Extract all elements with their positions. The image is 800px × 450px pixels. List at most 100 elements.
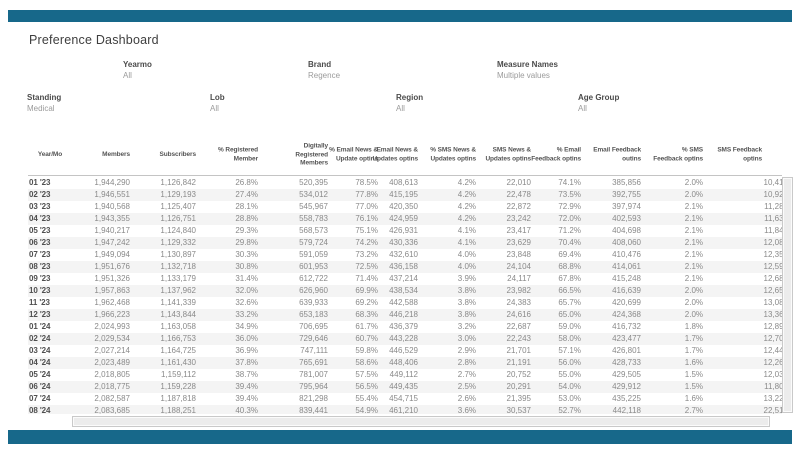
table-cell[interactable]: 31.4% <box>235 274 258 283</box>
table-cell[interactable]: 461,210 <box>389 406 418 414</box>
table-cell[interactable]: 78.5% <box>355 178 378 187</box>
table-cell[interactable]: 22,243 <box>506 334 531 343</box>
table-cell[interactable]: 30.3% <box>235 250 258 259</box>
table-cell[interactable]: 24,117 <box>507 274 531 283</box>
table-cell[interactable]: 1,164,725 <box>160 346 196 355</box>
table-cell[interactable]: 1,166,753 <box>160 334 196 343</box>
table-cell[interactable]: 12,083 <box>763 238 782 247</box>
table-cell[interactable]: 76.1% <box>355 214 378 223</box>
table-cell[interactable]: 4.1% <box>457 238 476 247</box>
table-cell[interactable]: 77.0% <box>355 202 378 211</box>
table-cell[interactable]: 2.1% <box>684 202 703 211</box>
table-cell[interactable]: 601,953 <box>299 262 328 271</box>
table-cell[interactable]: 1,129,332 <box>160 238 196 247</box>
filter-measure-names[interactable]: Measure Names Multiple values <box>497 60 558 81</box>
vertical-scrollbar[interactable] <box>782 177 793 413</box>
table-cell[interactable]: 1.5% <box>684 382 703 391</box>
table-cell[interactable]: 39.4% <box>235 382 258 391</box>
column-header[interactable]: % SMS Feedback optins <box>643 135 705 175</box>
table-cell[interactable]: 21,395 <box>506 394 531 403</box>
column-header[interactable]: % SMS News & Updates optins <box>420 135 478 175</box>
table-cell[interactable]: 448,406 <box>389 358 418 367</box>
table-cell[interactable]: 420,350 <box>389 202 418 211</box>
row-label[interactable]: 10 '23 <box>29 286 51 295</box>
row-label[interactable]: 02 '23 <box>29 190 51 199</box>
table-cell[interactable]: 795,964 <box>299 382 328 391</box>
table-cell[interactable]: 12,036 <box>763 370 782 379</box>
table-cell[interactable]: 11,802 <box>764 382 782 391</box>
table-cell[interactable]: 438,534 <box>389 286 418 295</box>
table-cell[interactable]: 24,104 <box>506 262 531 271</box>
table-cell[interactable]: 558,783 <box>299 214 328 223</box>
filter-value[interactable]: All <box>396 104 405 113</box>
filter-value[interactable]: All <box>210 104 219 113</box>
table-cell[interactable]: 66.5% <box>558 286 581 295</box>
table-cell[interactable]: 69.4% <box>558 250 581 259</box>
table-cell[interactable]: 21,701 <box>506 346 531 355</box>
table-cell[interactable]: 729,646 <box>299 334 328 343</box>
table-cell[interactable]: 34.9% <box>235 322 258 331</box>
table-cell[interactable]: 1,143,844 <box>160 310 196 319</box>
table-cell[interactable]: 69.2% <box>355 298 378 307</box>
table-cell[interactable]: 22,010 <box>506 178 531 187</box>
table-cell[interactable]: 67.8% <box>558 274 581 283</box>
table-cell[interactable]: 4.0% <box>457 262 476 271</box>
table-cell[interactable]: 39.4% <box>235 394 258 403</box>
table-cell[interactable]: 12,653 <box>763 286 782 295</box>
table-cell[interactable]: 57.5% <box>355 370 378 379</box>
table-cell[interactable]: 1,125,407 <box>160 202 196 211</box>
table-cell[interactable]: 429,912 <box>612 382 641 391</box>
table-cell[interactable]: 3.6% <box>457 406 476 414</box>
table-cell[interactable]: 28.8% <box>235 214 258 223</box>
table-cell[interactable]: 2.1% <box>684 226 703 235</box>
table-cell[interactable]: 449,112 <box>389 370 418 379</box>
column-header[interactable]: Subscribers <box>132 135 198 175</box>
table-cell[interactable]: 61.7% <box>355 322 378 331</box>
table-cell[interactable]: 74.1% <box>558 178 581 187</box>
table-cell[interactable]: 3.8% <box>457 286 476 295</box>
table-cell[interactable]: 32.6% <box>235 298 258 307</box>
table-cell[interactable]: 1,962,468 <box>94 298 130 307</box>
table-cell[interactable]: 1,159,228 <box>160 382 196 391</box>
table-cell[interactable]: 423,477 <box>612 334 641 343</box>
table-cell[interactable]: 53.0% <box>558 394 581 403</box>
table-cell[interactable]: 71.4% <box>355 274 378 283</box>
filter-brand[interactable]: Brand Regence <box>308 60 340 81</box>
table-cell[interactable]: 1,946,551 <box>94 190 130 199</box>
table-cell[interactable]: 23,242 <box>506 214 531 223</box>
table-cell[interactable]: 59.0% <box>558 322 581 331</box>
table-cell[interactable]: 415,248 <box>612 274 641 283</box>
table-cell[interactable]: 591,059 <box>299 250 328 259</box>
table-cell[interactable]: 22,687 <box>506 322 531 331</box>
table-cell[interactable]: 579,724 <box>299 238 328 247</box>
table-cell[interactable]: 1,957,863 <box>94 286 130 295</box>
table-cell[interactable]: 29.3% <box>235 226 258 235</box>
table-cell[interactable]: 12,689 <box>763 274 782 283</box>
table-cell[interactable]: 54.9% <box>355 406 378 414</box>
table-cell[interactable]: 520,395 <box>299 178 328 187</box>
filter-value[interactable]: Multiple values <box>497 71 550 80</box>
table-cell[interactable]: 410,476 <box>612 250 641 259</box>
table-cell[interactable]: 12,359 <box>763 250 782 259</box>
table-cell[interactable]: 408,613 <box>389 178 418 187</box>
table-cell[interactable]: 30,537 <box>506 406 531 414</box>
table-cell[interactable]: 2.7% <box>684 406 703 414</box>
table-cell[interactable]: 72.0% <box>558 214 581 223</box>
table-cell[interactable]: 765,691 <box>299 358 328 367</box>
column-header[interactable]: Email News & Updates optins <box>372 135 420 175</box>
table-cell[interactable]: 1,130,897 <box>160 250 196 259</box>
table-cell[interactable]: 706,695 <box>299 322 328 331</box>
table-cell[interactable]: 23,982 <box>506 286 531 295</box>
table-cell[interactable]: 24,616 <box>506 310 531 319</box>
table-cell[interactable]: 57.1% <box>558 346 581 355</box>
table-cell[interactable]: 2.1% <box>684 214 703 223</box>
table-cell[interactable]: 33.2% <box>235 310 258 319</box>
table-cell[interactable]: 415,195 <box>389 190 418 199</box>
table-cell[interactable]: 36.0% <box>235 334 258 343</box>
table-cell[interactable]: 1,161,430 <box>160 358 196 367</box>
table-cell[interactable]: 397,974 <box>612 202 641 211</box>
table-cell[interactable]: 626,960 <box>299 286 328 295</box>
table-cell[interactable]: 4.2% <box>457 202 476 211</box>
table-cell[interactable]: 1,129,193 <box>160 190 196 199</box>
table-cell[interactable]: 71.2% <box>558 226 581 235</box>
